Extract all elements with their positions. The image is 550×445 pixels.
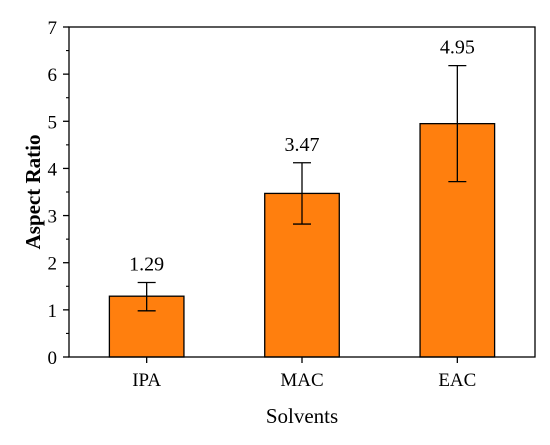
- x-axis-title: Solvents: [266, 404, 338, 428]
- error-bars-group: [137, 65, 467, 312]
- data-label-eac: 4.95: [440, 37, 475, 59]
- y-tick-label: 6: [48, 65, 58, 86]
- x-tick-label: IPA: [132, 370, 161, 391]
- x-axis-ticks: IPA MAC EAC: [132, 357, 476, 391]
- x-tick-label: MAC: [280, 370, 323, 391]
- x-tick-label: EAC: [438, 370, 476, 391]
- y-tick-label: 3: [48, 207, 58, 228]
- data-label-ipa: 1.29: [129, 254, 164, 276]
- y-tick-label: 1: [48, 301, 58, 322]
- bars-group: [108, 122, 496, 358]
- data-labels-group: 1.29 3.47 4.95: [129, 37, 475, 276]
- y-axis-ticks: 0 1 2 3 4 5 6 7: [48, 18, 69, 369]
- y-tick-label: 4: [48, 159, 58, 180]
- data-label-mac: 3.47: [285, 134, 320, 156]
- y-axis-title: Aspect Ratio: [21, 135, 45, 250]
- y-tick-label: 0: [48, 348, 58, 369]
- y-tick-label: 2: [48, 254, 58, 275]
- y-tick-label: 5: [48, 112, 58, 133]
- y-tick-label: 7: [48, 18, 58, 39]
